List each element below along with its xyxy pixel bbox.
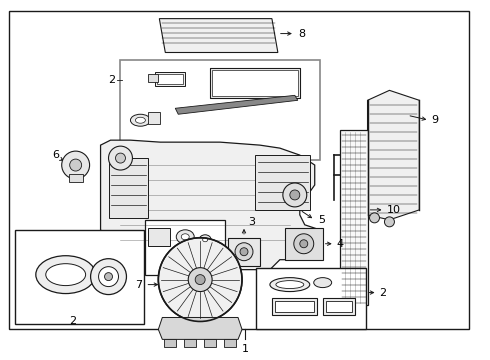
Bar xyxy=(148,112,160,124)
Circle shape xyxy=(116,153,125,163)
Bar xyxy=(228,238,260,266)
Polygon shape xyxy=(158,318,242,339)
Bar xyxy=(323,298,355,315)
Ellipse shape xyxy=(181,234,189,240)
Text: 2: 2 xyxy=(108,75,116,85)
Circle shape xyxy=(91,259,126,294)
Circle shape xyxy=(240,248,248,256)
Circle shape xyxy=(98,267,119,287)
Text: 11: 11 xyxy=(176,269,190,279)
Circle shape xyxy=(62,151,90,179)
Text: 6: 6 xyxy=(52,150,59,160)
Text: 10: 10 xyxy=(387,205,400,215)
Polygon shape xyxy=(100,140,319,270)
Bar xyxy=(285,228,323,260)
Polygon shape xyxy=(368,90,419,220)
Ellipse shape xyxy=(276,280,304,289)
Bar xyxy=(9,11,469,329)
Bar xyxy=(272,298,317,315)
Bar xyxy=(224,339,236,347)
Ellipse shape xyxy=(199,235,211,245)
Text: 7: 7 xyxy=(135,280,143,289)
Bar xyxy=(15,230,145,324)
Ellipse shape xyxy=(270,278,310,292)
Text: 1: 1 xyxy=(242,345,248,354)
Ellipse shape xyxy=(36,256,96,293)
Ellipse shape xyxy=(314,278,332,288)
Polygon shape xyxy=(159,19,278,53)
Bar xyxy=(164,339,176,347)
Text: 4: 4 xyxy=(337,239,344,249)
Ellipse shape xyxy=(46,264,86,285)
Bar xyxy=(146,220,225,275)
Bar xyxy=(155,72,185,86)
Text: 3: 3 xyxy=(248,217,255,227)
Polygon shape xyxy=(175,95,298,114)
Bar xyxy=(256,268,366,329)
Circle shape xyxy=(300,240,308,248)
Bar xyxy=(340,130,368,305)
Bar xyxy=(210,68,300,98)
Bar xyxy=(69,174,83,182)
Text: 2: 2 xyxy=(69,316,76,327)
Bar xyxy=(255,155,310,210)
Ellipse shape xyxy=(135,117,146,123)
Circle shape xyxy=(195,275,205,285)
Bar xyxy=(121,60,319,160)
Ellipse shape xyxy=(203,238,208,242)
Text: 2: 2 xyxy=(379,288,387,298)
Bar xyxy=(275,301,314,312)
Circle shape xyxy=(235,243,253,261)
Circle shape xyxy=(283,183,307,207)
Circle shape xyxy=(108,146,132,170)
Circle shape xyxy=(188,268,212,292)
Bar xyxy=(184,339,196,347)
Bar xyxy=(148,228,171,246)
Text: 9: 9 xyxy=(431,115,439,125)
Circle shape xyxy=(104,273,113,280)
Text: 8: 8 xyxy=(298,28,305,39)
Bar xyxy=(108,158,148,218)
Text: 5: 5 xyxy=(318,215,325,225)
Bar xyxy=(148,75,158,82)
Circle shape xyxy=(158,238,242,321)
Circle shape xyxy=(385,217,394,227)
Circle shape xyxy=(369,213,379,223)
Bar xyxy=(204,339,216,347)
Bar xyxy=(157,75,183,84)
Circle shape xyxy=(290,190,300,200)
Bar xyxy=(326,301,352,312)
Ellipse shape xyxy=(176,230,194,244)
Bar xyxy=(212,71,298,96)
Circle shape xyxy=(294,234,314,254)
Circle shape xyxy=(70,159,82,171)
Ellipse shape xyxy=(130,114,150,126)
